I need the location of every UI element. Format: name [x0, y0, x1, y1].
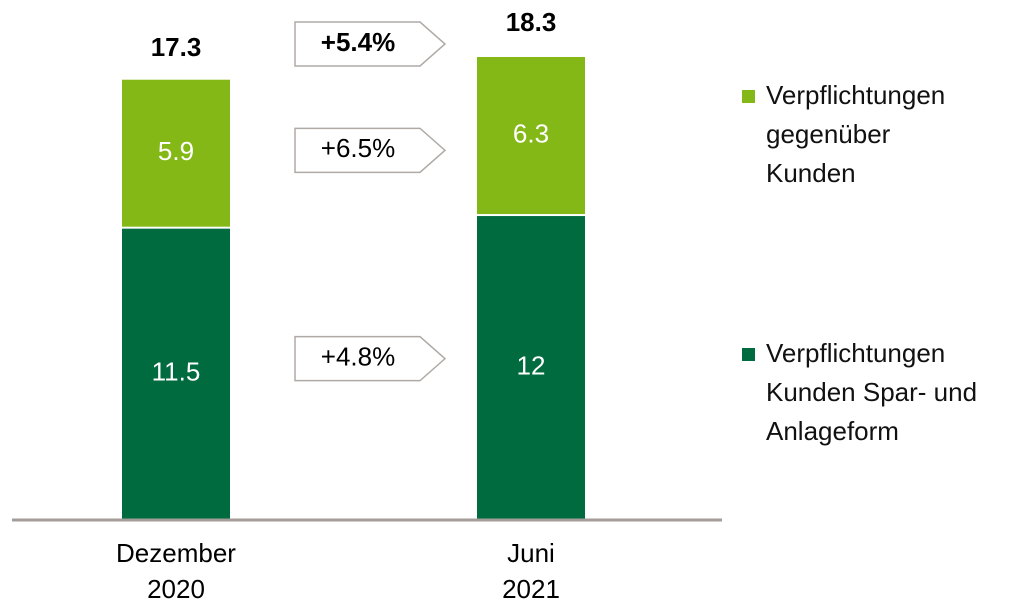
total-label: 17.3 — [151, 32, 202, 62]
bar-segment — [122, 228, 230, 520]
change-arrow — [294, 127, 447, 174]
change-arrow — [294, 21, 447, 67]
bar-segment — [477, 216, 585, 519]
segment-label: 6.3 — [513, 118, 549, 148]
total-label: 18.3 — [506, 7, 557, 37]
segment-label: 5.9 — [158, 136, 194, 166]
series-change: +6.5% — [321, 133, 395, 163]
bar-segment — [122, 79, 230, 227]
x-tick-label: Dezember 2020 — [116, 538, 236, 604]
bar-segment — [477, 57, 585, 215]
segment-label: 11.5 — [152, 357, 201, 387]
x-tick-label: Juni 2021 — [502, 538, 560, 604]
legend-label: Verpflichtungen gegenüber Kunden — [766, 80, 945, 188]
total-change: +5.4% — [321, 27, 395, 57]
legend-swatch — [742, 90, 755, 103]
segment-label: 12 — [517, 350, 546, 380]
series-change: +4.8% — [321, 342, 395, 372]
change-arrow — [294, 335, 447, 382]
legend-label: Verpflichtungen Kunden Spar- und Anlagefor… — [766, 338, 977, 446]
legend-swatch — [742, 348, 755, 361]
